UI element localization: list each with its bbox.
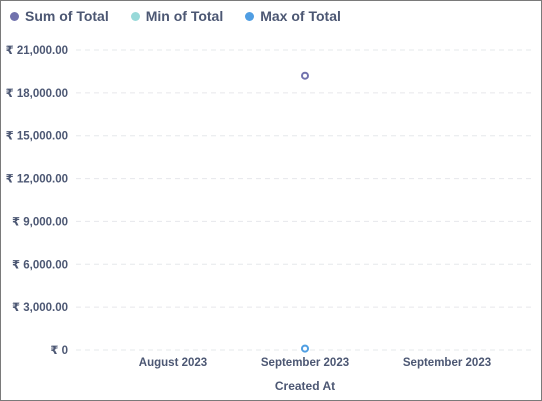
y-tick-label: ₹ 18,000.00 — [6, 88, 68, 100]
y-tick-label: ₹ 6,000.00 — [12, 259, 68, 271]
x-tick-label: September 2023 — [403, 357, 491, 369]
legend-item-sum-of-total[interactable]: Sum of Total — [10, 8, 109, 24]
legend-item-max-of-total[interactable]: Max of Total — [245, 8, 341, 24]
legend-label: Sum of Total — [25, 8, 109, 24]
y-tick-label: ₹ 0 — [50, 345, 68, 357]
y-tick-label: ₹ 21,000.00 — [6, 45, 68, 57]
data-point[interactable] — [301, 71, 309, 80]
y-tick-label: ₹ 15,000.00 — [6, 131, 68, 143]
legend-item-min-of-total[interactable]: Min of Total — [130, 8, 224, 24]
legend-label: Max of Total — [260, 8, 341, 24]
legend-marker-icon — [130, 11, 140, 21]
x-tick-label: September 2023 — [261, 357, 349, 369]
grid-layer — [76, 49, 533, 351]
y-tick-label: ₹ 3,000.00 — [12, 302, 68, 314]
y-axis-ticks: ₹ 0 ₹ 3,000.00 ₹ 6,000.00 ₹ 9,000.00 ₹ 12,00… — [6, 45, 68, 357]
x-tick-label: August 2023 — [139, 357, 207, 369]
legend-marker-icon — [10, 11, 19, 21]
y-tick-label: ₹ 12,000.00 — [6, 174, 68, 186]
data-point[interactable] — [301, 344, 309, 353]
x-axis-ticks: August 2023 September 2023 September 2023 — [139, 357, 491, 369]
y-tick-label: ₹ 9,000.00 — [12, 216, 68, 228]
legend-marker-icon — [245, 11, 255, 21]
data-points — [301, 71, 309, 353]
chart-legend: Sum of Total Min of Total Max of Total — [10, 6, 363, 26]
legend-label: Min of Total — [145, 8, 224, 24]
x-axis-label: Created At — [275, 379, 335, 393]
